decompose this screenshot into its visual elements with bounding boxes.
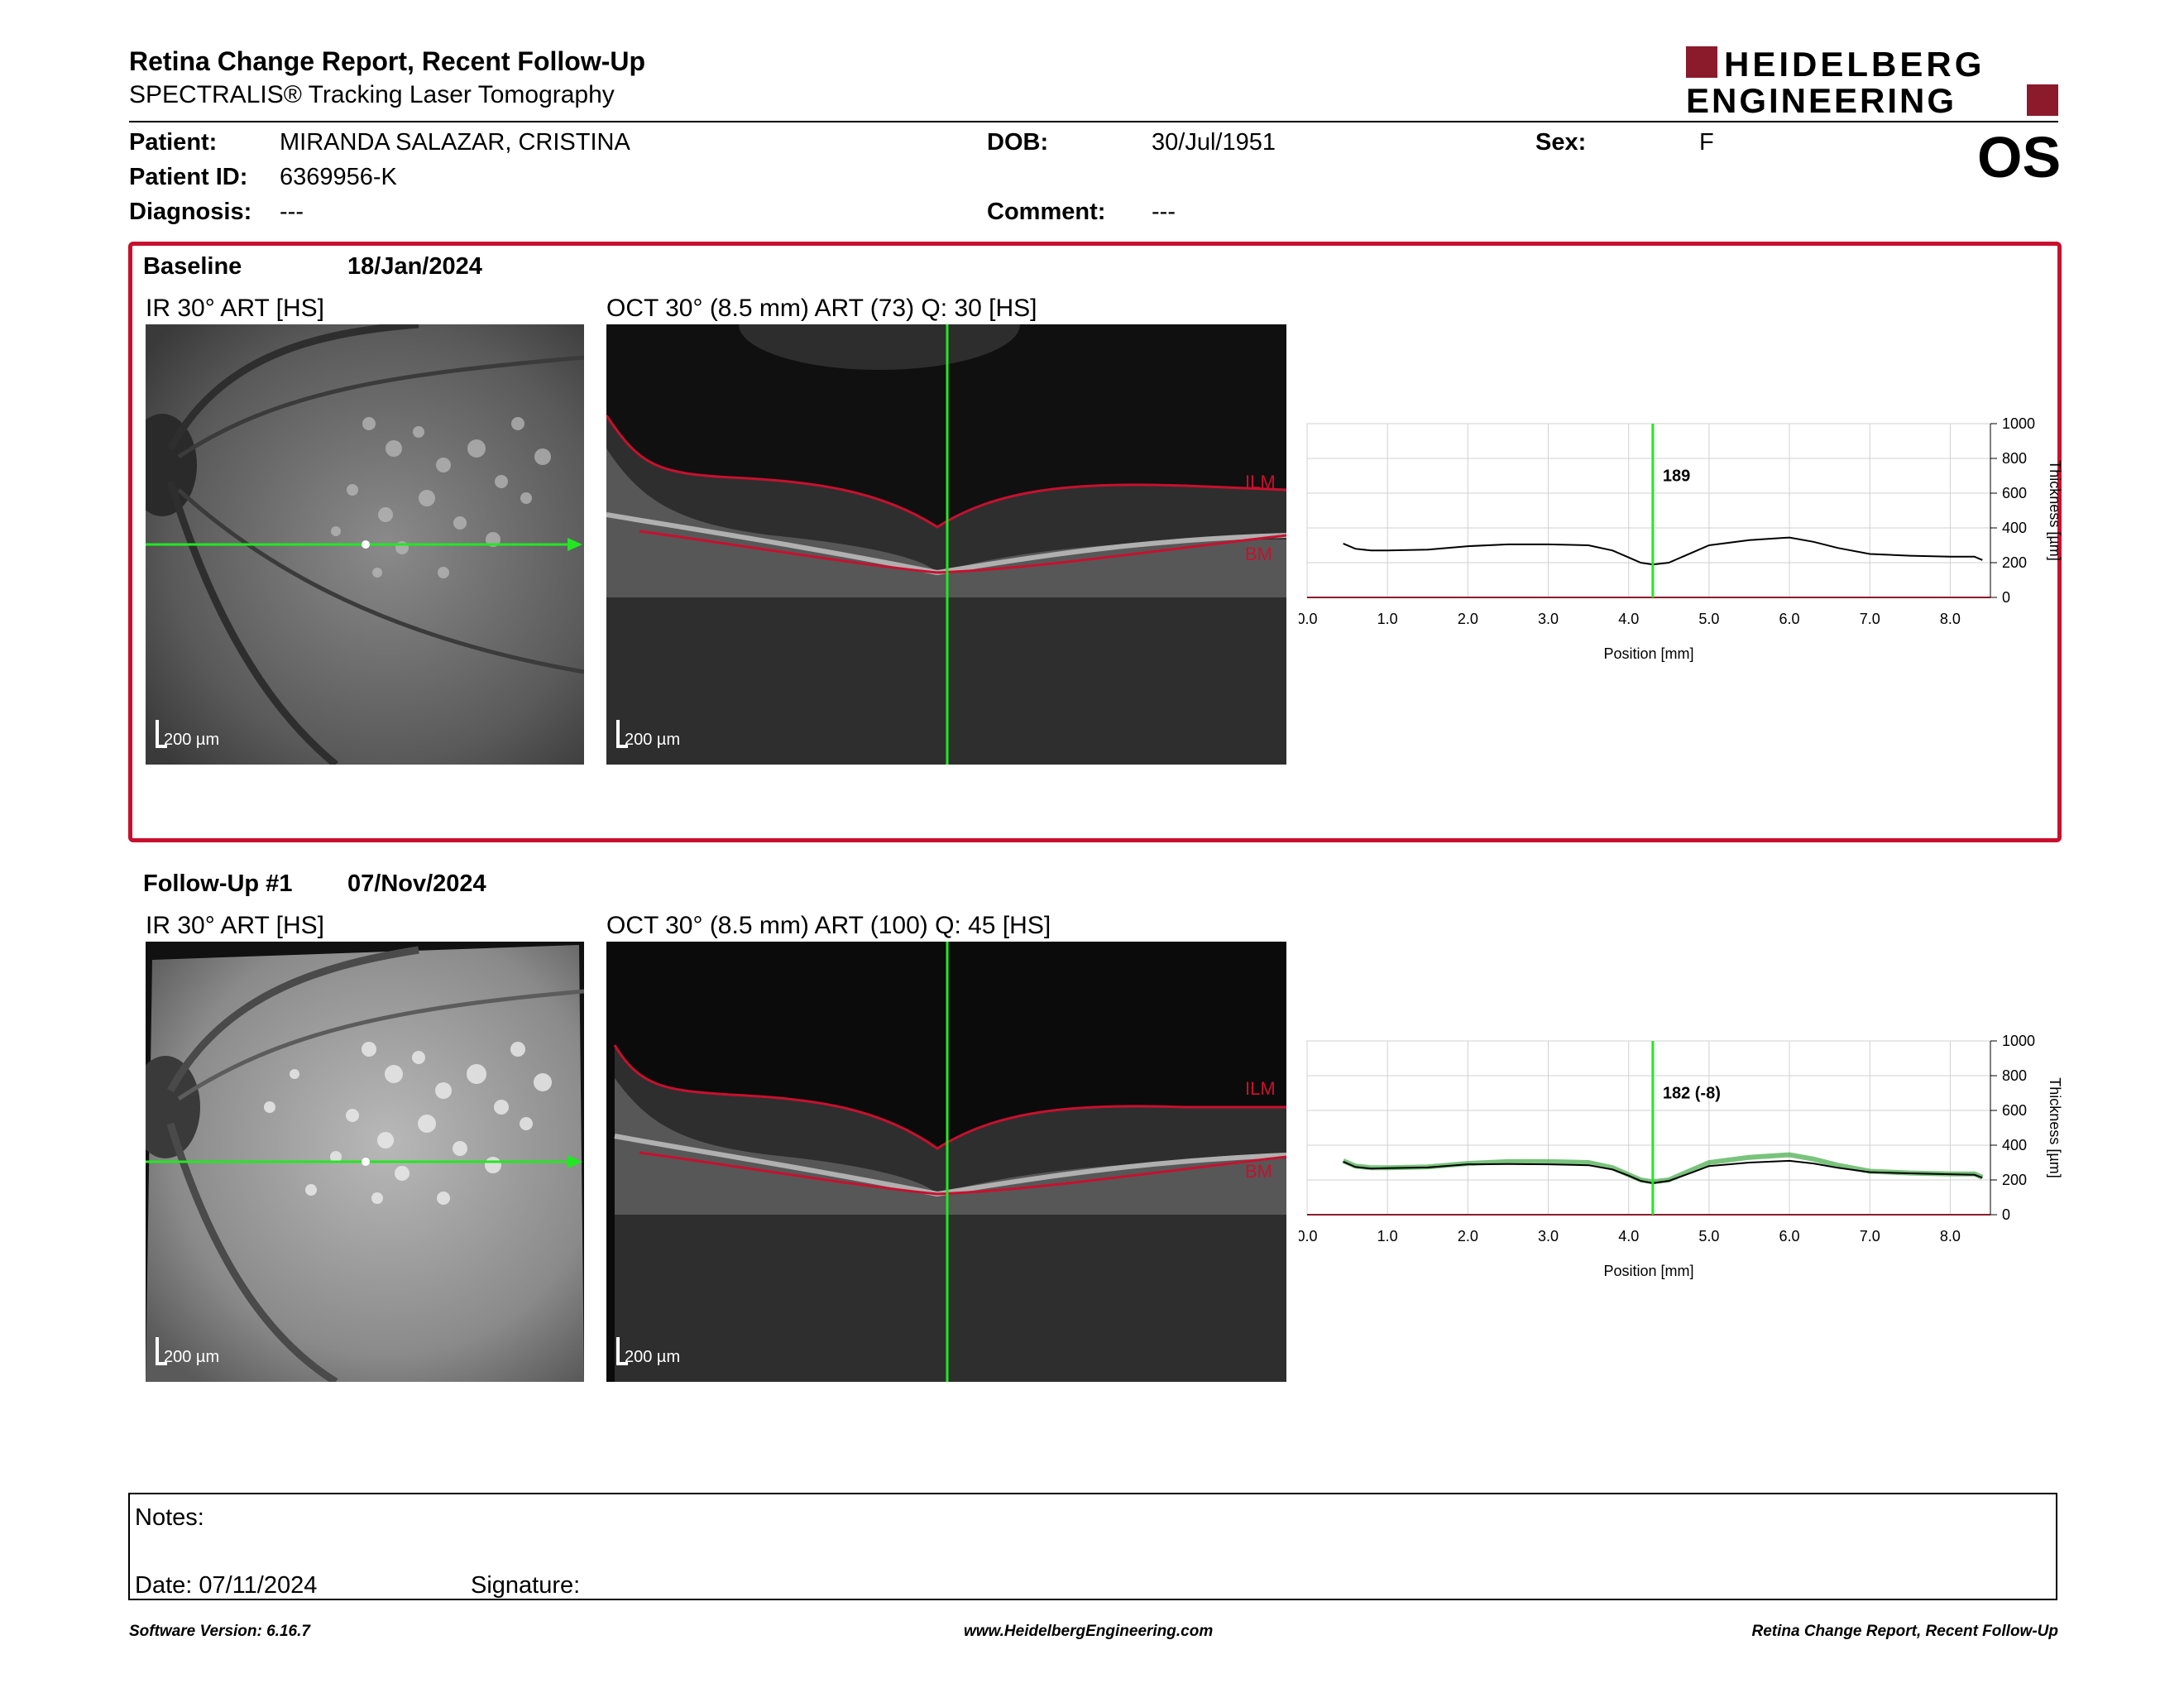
baseline-oct-scale-bar: 200 µm <box>616 720 680 750</box>
x-tick-label: 0.0 <box>1299 611 1318 627</box>
followup-label: Follow-Up #1 <box>143 870 293 897</box>
dob-label: DOB: <box>987 129 1049 156</box>
baseline-oct-bscan-image: ILM BM 200 µm <box>606 324 1286 765</box>
x-tick-label: 3.0 <box>1538 1228 1559 1244</box>
y-tick-label: 1000 <box>2002 1033 2035 1049</box>
y-tick-label: 600 <box>2002 485 2027 501</box>
x-tick-label: 8.0 <box>1940 1228 1961 1244</box>
x-tick-label: 2.0 <box>1458 1228 1478 1244</box>
diagnosis-label: Diagnosis: <box>129 199 252 225</box>
sex-value: F <box>1699 129 1714 156</box>
x-tick-label: 6.0 <box>1779 1228 1800 1244</box>
followup-thickness-chart: 0.0 1.0 2.0 3.0 4.0 5.0 6.0 7.0 8.0 0 200 400 600 800… <box>1296 1024 2085 1297</box>
x-tick-label: 7.0 <box>1860 611 1880 627</box>
notes-box[interactable]: Notes: Date: 07/11/2024 Signature: <box>128 1493 2057 1600</box>
y-tick-label: 200 <box>2002 1172 2027 1188</box>
baseline-bm-label: BM <box>1245 544 1272 564</box>
baseline-thickness-chart: 0.0 1.0 2.0 3.0 4.0 5.0 6.0 7.0 8.0 0 200 400 600 800… <box>1296 407 2085 680</box>
x-tick-label: 5.0 <box>1698 611 1719 627</box>
followup-ilm-label: ILM <box>1245 1078 1276 1099</box>
signature-label: Signature: <box>471 1572 581 1599</box>
baseline-ilm-label: ILM <box>1245 472 1276 492</box>
y-tick-label: 600 <box>2002 1102 2027 1119</box>
x-tick-label: 7.0 <box>1860 1228 1880 1244</box>
plot-area <box>1306 1040 1991 1216</box>
thickness-value-label: 182 (-8) <box>1663 1084 1721 1102</box>
patient-id-label: Patient ID: <box>129 164 248 190</box>
comment-label: Comment: <box>987 199 1106 225</box>
x-tick-label: 0.0 <box>1299 1228 1318 1244</box>
x-tick-label: 1.0 <box>1377 1228 1398 1244</box>
y-tick-label: 1000 <box>2002 415 2035 432</box>
patient-id-value: 6369956-K <box>280 164 397 190</box>
diagnosis-value: --- <box>280 199 304 225</box>
baseline-ir-title: IR 30° ART [HS] <box>146 295 324 322</box>
x-tick-label: 4.0 <box>1618 1228 1639 1244</box>
thickness-value-label: 189 <box>1663 467 1690 485</box>
x-tick-label: 6.0 <box>1779 611 1800 627</box>
baseline-label: Baseline <box>143 253 242 280</box>
patient-name: MIRANDA SALAZAR, CRISTINA <box>280 129 630 156</box>
plot-area <box>1306 423 1991 598</box>
x-tick-label: 5.0 <box>1698 1228 1719 1244</box>
x-tick-label: 2.0 <box>1458 611 1478 627</box>
y-tick-label: 400 <box>2002 1137 2027 1153</box>
x-tick-label: 1.0 <box>1377 611 1398 627</box>
y-tick-label: 800 <box>2002 1067 2027 1084</box>
footer-website[interactable]: www.HeidelbergEngineering.com <box>964 1623 1214 1640</box>
followup-oct-bscan-image: ILM BM 200 µm <box>606 942 1286 1382</box>
dob-value: 30/Jul/1951 <box>1152 129 1276 156</box>
y-tick-label: 800 <box>2002 450 2027 467</box>
notes-label: Notes: <box>135 1504 204 1531</box>
y-tick-label: 200 <box>2002 554 2027 571</box>
svg-text:ENGINEERING: ENGINEERING <box>1686 81 1956 116</box>
baseline-panel-frame <box>128 242 2062 842</box>
notes-date: Date: 07/11/2024 <box>135 1572 318 1599</box>
y-axis-title: Thickness [µm] <box>2047 460 2063 560</box>
baseline-oct-title: OCT 30° (8.5 mm) ART (73) Q: 30 [HS] <box>606 295 1037 322</box>
comment-value: --- <box>1152 199 1176 225</box>
x-tick-label: 4.0 <box>1618 611 1639 627</box>
patient-label: Patient: <box>129 129 218 156</box>
x-axis-title: Position [mm] <box>1603 645 1693 662</box>
header-divider <box>129 121 2058 122</box>
followup-ir-title: IR 30° ART [HS] <box>146 912 324 939</box>
followup-ir-scale-bar: 200 µm <box>156 1337 219 1367</box>
followup-date: 07/Nov/2024 <box>347 870 486 897</box>
x-tick-label: 3.0 <box>1538 611 1559 627</box>
baseline-ir-fundus-image: 200 µm <box>146 324 584 765</box>
sex-label: Sex: <box>1535 129 1587 156</box>
footer-software-version: Software Version: 6.16.7 <box>129 1623 310 1640</box>
followup-oct-scale-bar: 200 µm <box>616 1337 680 1367</box>
svg-text:HEIDELBERG: HEIDELBERG <box>1724 46 1985 84</box>
x-axis-title: Position [mm] <box>1603 1263 1693 1279</box>
eye-indicator: OS <box>1977 125 2062 189</box>
footer-report-name: Retina Change Report, Recent Follow-Up <box>1751 1623 2058 1640</box>
heidelberg-logo: HEIDELBERG ENGINEERING <box>1686 45 2058 120</box>
baseline-date: 18/Jan/2024 <box>347 253 482 280</box>
y-tick-label: 0 <box>2002 1206 2010 1223</box>
y-axis-title: Thickness [µm] <box>2047 1077 2063 1177</box>
x-tick-label: 8.0 <box>1940 611 1961 627</box>
report-subtitle: SPECTRALIS® Tracking Laser Tomography <box>129 81 615 108</box>
y-tick-label: 0 <box>2002 589 2010 606</box>
y-tick-label: 400 <box>2002 520 2027 536</box>
report-title: Retina Change Report, Recent Follow-Up <box>129 46 646 76</box>
baseline-ir-scale-bar: 200 µm <box>156 720 219 750</box>
followup-oct-title: OCT 30° (8.5 mm) ART (100) Q: 45 [HS] <box>606 912 1051 939</box>
followup-ir-fundus-image: 200 µm <box>146 942 584 1382</box>
followup-bm-label: BM <box>1245 1161 1272 1182</box>
